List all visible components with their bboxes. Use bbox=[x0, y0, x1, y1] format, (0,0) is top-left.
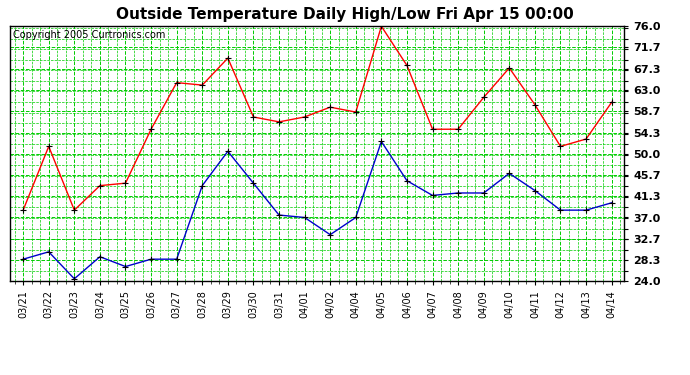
Text: Outside Temperature Daily High/Low Fri Apr 15 00:00: Outside Temperature Daily High/Low Fri A… bbox=[116, 8, 574, 22]
Text: Copyright 2005 Curtronics.com: Copyright 2005 Curtronics.com bbox=[13, 30, 166, 40]
